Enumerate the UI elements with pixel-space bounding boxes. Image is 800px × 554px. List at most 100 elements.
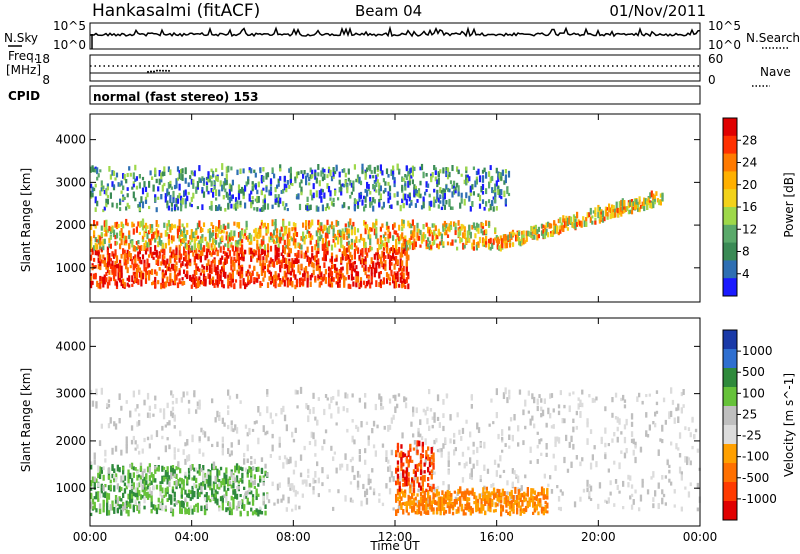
power-cell [511, 231, 515, 236]
velocity-cell [638, 507, 641, 512]
velocity-cell [466, 497, 469, 502]
velocity-cell [662, 397, 666, 403]
power-cell [178, 270, 181, 276]
power-cell [524, 240, 527, 244]
velocity-cell [661, 489, 664, 495]
power-cell [344, 256, 347, 261]
power-cell [557, 231, 560, 236]
power-cell [180, 253, 183, 260]
power-cell [466, 230, 469, 237]
power-cell [198, 276, 201, 281]
velocity-cell [563, 404, 566, 409]
power-cell [146, 192, 149, 198]
velocity-cell [259, 412, 262, 417]
velocity-cell [146, 485, 150, 490]
power-cell [364, 241, 367, 248]
power-cell [285, 225, 288, 231]
power-cell [269, 271, 273, 277]
power-cell [161, 283, 164, 288]
power-cell [358, 192, 361, 199]
power-cell [248, 198, 251, 202]
velocity-cell [442, 481, 445, 486]
power-cell [321, 204, 324, 212]
velocity-cell [349, 459, 353, 463]
velocity-cell [678, 466, 682, 474]
power-cell [437, 228, 440, 235]
velocity-cell [625, 448, 628, 454]
velocity-cell [184, 489, 187, 495]
velocity-cell [492, 482, 495, 487]
power-cell [106, 261, 109, 268]
power-cell [187, 244, 190, 251]
velocity-cell [200, 468, 203, 473]
power-cell [367, 229, 370, 235]
power-cell [102, 244, 105, 251]
power-cell [94, 242, 97, 250]
power-cell [109, 263, 112, 269]
power-cell [93, 220, 96, 227]
power-cell [485, 236, 488, 241]
power-cell [312, 183, 315, 190]
power-cell [417, 235, 421, 241]
power-cell [485, 171, 488, 179]
velocity-cell [652, 503, 655, 509]
velocity-cell [396, 488, 400, 496]
velocity-cell [661, 497, 664, 505]
power-cell [262, 260, 265, 264]
power-cell [353, 198, 356, 205]
velocity-cell [589, 462, 593, 470]
power-cell [119, 243, 122, 250]
power-cell [196, 253, 199, 260]
power-cell [111, 267, 114, 274]
velocity-cell [425, 500, 428, 506]
velocity-cell [216, 441, 219, 448]
power-cell [326, 250, 329, 254]
velocity-cell [412, 433, 415, 438]
velocity-cell [97, 482, 100, 487]
power-cell [387, 228, 390, 233]
power-cell [495, 180, 498, 187]
power-cell [224, 252, 227, 257]
power-cell [324, 254, 327, 261]
power-cell [109, 243, 112, 249]
power-cell [503, 180, 506, 185]
power-cell [427, 183, 430, 188]
power-cell [248, 241, 251, 245]
velocity-cell [568, 405, 571, 413]
velocity-cell [512, 498, 515, 503]
velocity-cell [228, 453, 232, 457]
power-cell [140, 279, 143, 287]
power-cell [193, 255, 196, 263]
power-cell [283, 183, 286, 191]
power-cell [318, 236, 321, 242]
velocity-cell [146, 436, 150, 441]
velocity-cell [225, 496, 228, 503]
power-cell [420, 163, 424, 171]
power-cell [105, 263, 108, 270]
velocity-cell [616, 416, 619, 423]
velocity-cell [441, 503, 444, 509]
power-cell [454, 222, 457, 229]
velocity-cell [402, 509, 405, 515]
velocity-cell [469, 431, 472, 438]
power-cell [224, 178, 227, 183]
power-cell [311, 169, 314, 177]
velocity-cell [182, 502, 185, 509]
velocity-cell [533, 423, 536, 429]
power-cell [212, 249, 215, 255]
velocity-cell [512, 506, 515, 513]
power-cell [343, 233, 346, 240]
velocity-cell [195, 477, 198, 484]
power-cell [109, 230, 112, 235]
power-cell [279, 168, 282, 172]
power-cell [115, 202, 119, 209]
velocity-cell [413, 475, 417, 481]
power-cell [169, 226, 172, 233]
velocity-cell [230, 508, 233, 516]
power-cell [210, 222, 213, 227]
power-cell [399, 258, 402, 265]
power-cell [196, 235, 199, 239]
power-cell [379, 256, 382, 264]
velocity-cell [162, 408, 166, 415]
power-cell [494, 199, 497, 204]
